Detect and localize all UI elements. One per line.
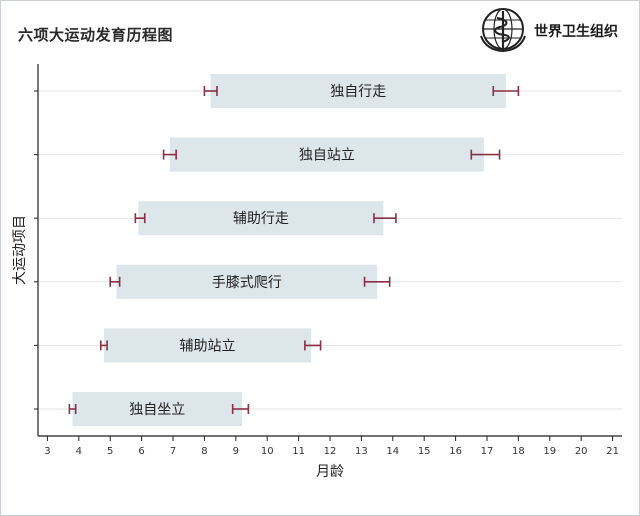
chart-title: 六项大运动发育历程图	[18, 26, 174, 44]
error-bar-start-row-5	[68, 404, 77, 414]
x-axis-label: 月龄	[316, 464, 344, 480]
bar-label-row-3: 手膝式爬行	[212, 275, 282, 291]
who-logo: 世界卫生组织	[478, 6, 628, 53]
range-bar-row-2	[138, 201, 384, 236]
error-bar-end-row-3	[363, 276, 391, 287]
x-tick-label: 4	[76, 446, 82, 457]
error-bar-start-row-1	[162, 149, 177, 160]
x-tick-label: 14	[386, 446, 399, 457]
error-bar-end-row-4	[304, 340, 322, 351]
bar-label-row-2: 辅助行走	[233, 211, 289, 227]
x-tick-label: 17	[481, 446, 494, 457]
x-ticks: 3 4 5 6 7 8 9 10 11 12 13 14 15 16 17 18 19 20 21	[44, 436, 619, 457]
x-tick-label: 10	[261, 446, 274, 457]
x-tick-label: 3	[44, 446, 50, 457]
error-bar-start-row-4	[99, 340, 108, 351]
x-tick-label: 7	[170, 446, 176, 457]
bar-label-row-5: 独自坐立	[129, 402, 185, 418]
x-tick-label: 9	[233, 446, 239, 457]
x-tick-label: 19	[543, 446, 556, 457]
error-bar-end-row-1	[470, 149, 501, 160]
y-axis-label: 大运动项目	[12, 215, 28, 285]
x-tick-label: 11	[292, 446, 305, 457]
range-bar-row-4	[103, 328, 312, 363]
error-bar-end-row-2	[373, 213, 397, 224]
who-emblem-icon	[480, 8, 526, 53]
error-bars	[68, 86, 520, 414]
org-name: 世界卫生组织	[534, 24, 618, 40]
x-tick-label: 8	[201, 446, 207, 457]
bar-label-row-0: 独自行走	[330, 84, 386, 100]
range-bar-row-5	[72, 392, 243, 426]
x-tick-label: 21	[606, 446, 619, 457]
x-tick-label: 16	[449, 446, 462, 457]
error-bar-end-row-5	[231, 404, 250, 414]
plot-area	[38, 64, 622, 436]
bar-label-row-4: 辅助站立	[180, 338, 236, 354]
error-bar-start-row-0	[203, 86, 218, 96]
x-tick-label: 15	[418, 446, 431, 457]
x-tick-label: 18	[512, 446, 525, 457]
range-bar-row-3	[116, 264, 378, 299]
x-tick-label: 13	[355, 446, 368, 457]
error-bar-start-row-2	[134, 213, 146, 224]
x-tick-label: 20	[575, 446, 588, 457]
x-tick-label: 5	[107, 446, 113, 457]
x-tick-label: 12	[324, 446, 337, 457]
error-bar-start-row-3	[109, 276, 121, 287]
range-bar-row-1	[169, 137, 484, 172]
range-bar-row-0	[210, 74, 506, 108]
range-bars	[72, 74, 506, 426]
bar-label-row-1: 独自站立	[299, 148, 355, 164]
x-tick-label: 6	[138, 446, 144, 457]
error-bar-end-row-0	[492, 86, 520, 96]
